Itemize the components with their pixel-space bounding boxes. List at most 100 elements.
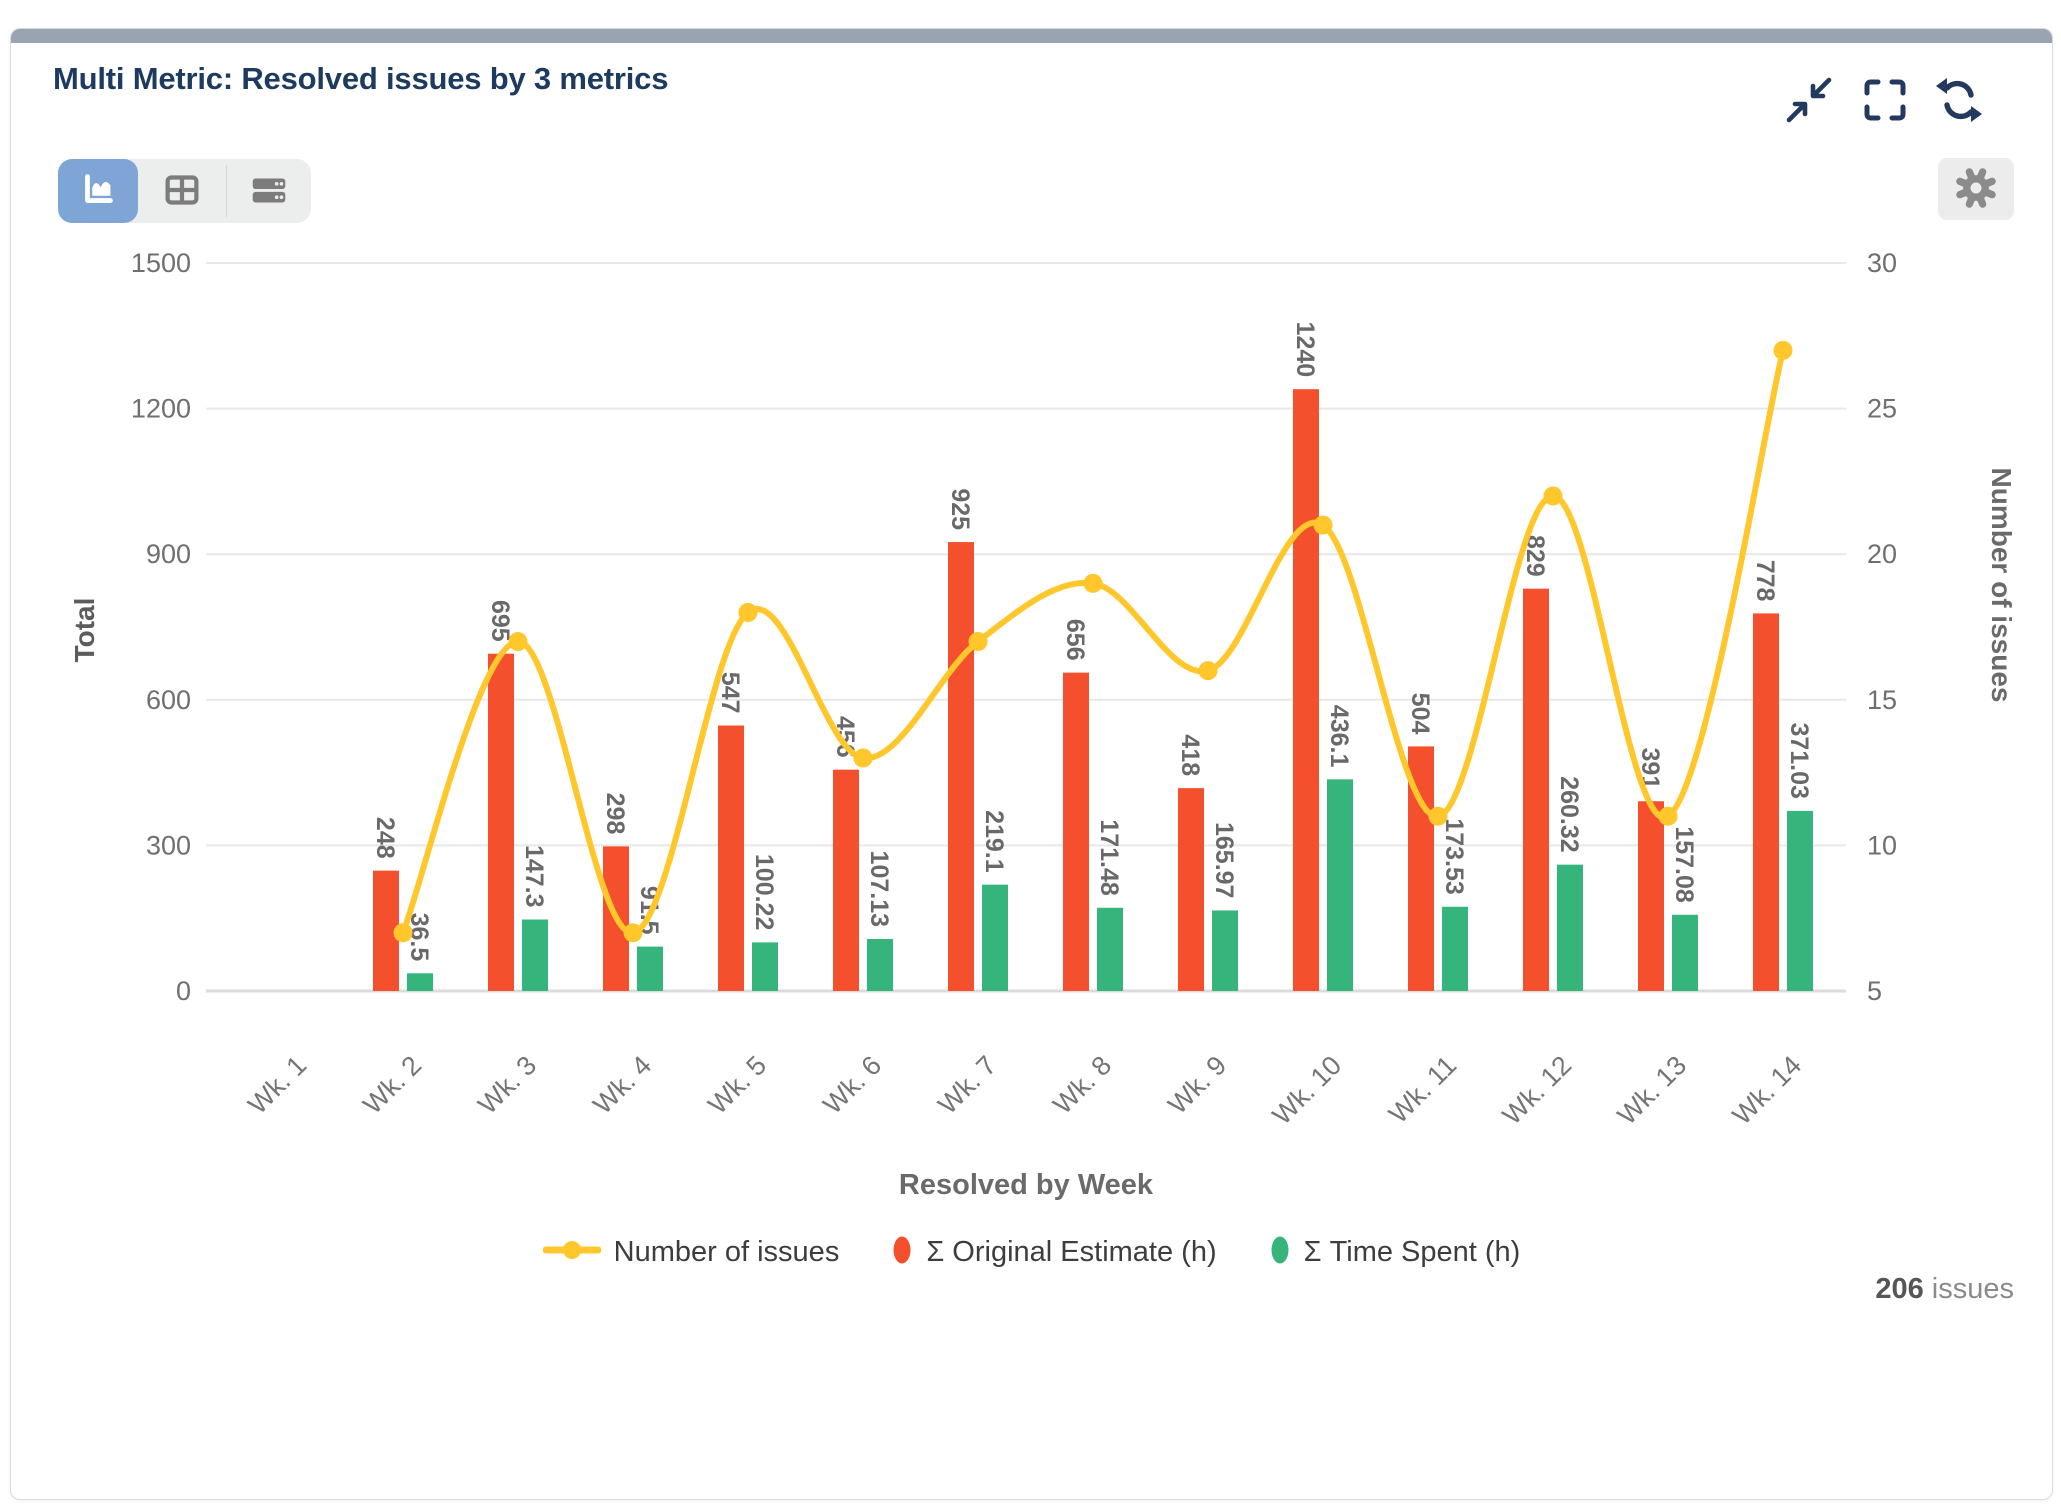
svg-text:Wk. 13: Wk. 13	[1612, 1050, 1693, 1131]
bar	[1097, 907, 1123, 991]
bar-series-marker-icon	[1269, 1233, 1291, 1272]
svg-text:147.3: 147.3	[520, 845, 548, 908]
card-header-strip	[11, 29, 2052, 43]
svg-text:Wk. 14: Wk. 14	[1727, 1050, 1808, 1131]
bar	[833, 769, 859, 991]
view-table-button[interactable]	[138, 159, 226, 223]
svg-text:656: 656	[1061, 619, 1089, 661]
svg-text:248: 248	[371, 817, 399, 859]
line-point	[393, 923, 413, 943]
svg-text:900: 900	[146, 539, 191, 569]
view-switcher-divider	[226, 165, 227, 217]
bar	[1672, 914, 1698, 991]
bar	[718, 725, 744, 991]
bar	[1178, 788, 1204, 991]
svg-text:Wk. 1: Wk. 1	[242, 1050, 312, 1120]
x-axis-labels: Wk. 1 Wk. 2 Wk. 3 Wk. 4 Wk. 5 Wk. 6 Wk. 7 Wk. 8…	[242, 1050, 1807, 1131]
line-series-marker-icon	[542, 1233, 602, 1272]
svg-text:0: 0	[176, 976, 191, 1006]
area-chart-icon	[75, 167, 121, 216]
bar	[867, 939, 893, 991]
svg-text:1500: 1500	[131, 248, 191, 278]
refresh-button[interactable]	[1933, 75, 1985, 127]
svg-text:695: 695	[486, 600, 514, 642]
legend-item-number-of-issues[interactable]: Number of issues	[542, 1233, 840, 1272]
collapse-button[interactable]	[1783, 75, 1835, 127]
legend-label: Σ Time Spent (h)	[1303, 1236, 1521, 1268]
bar	[1638, 801, 1664, 991]
view-chart-button[interactable]	[58, 159, 138, 223]
svg-text:Wk. 3: Wk. 3	[472, 1050, 542, 1120]
issues-count-label: issues	[1931, 1273, 2014, 1305]
legend-item-time-spent[interactable]: Σ Time Spent (h)	[1269, 1233, 1521, 1272]
svg-text:504: 504	[1406, 693, 1434, 735]
issues-count: 206 issues	[1875, 1273, 2014, 1306]
gadget-card: Multi Metric: Resolved issues by 3 metri…	[10, 28, 2053, 1500]
svg-text:418: 418	[1176, 734, 1204, 776]
svg-text:10: 10	[1867, 830, 1897, 860]
svg-text:165.97: 165.97	[1210, 822, 1238, 898]
line-point	[508, 632, 528, 652]
svg-text:5: 5	[1867, 976, 1882, 1006]
line-point	[623, 923, 643, 943]
line-point	[1543, 486, 1563, 506]
svg-text:171.48: 171.48	[1095, 819, 1123, 896]
bar	[407, 973, 433, 991]
svg-text:Wk. 5: Wk. 5	[702, 1050, 772, 1120]
fullscreen-button[interactable]	[1859, 75, 1911, 127]
svg-text:20: 20	[1867, 539, 1897, 569]
bar	[1442, 906, 1468, 991]
view-list-button[interactable]	[227, 159, 311, 223]
bar	[1063, 672, 1089, 991]
bar	[948, 542, 974, 991]
line-point	[738, 602, 758, 622]
bar	[637, 946, 663, 991]
left-axis-labels: 0 300 600 900 1200 1500	[131, 248, 191, 1006]
bar	[1753, 613, 1779, 991]
view-switcher	[58, 159, 311, 223]
bar	[1293, 389, 1319, 992]
line-point	[1658, 806, 1678, 826]
line-point	[1313, 515, 1333, 535]
svg-text:298: 298	[601, 793, 629, 835]
line-point	[1198, 661, 1218, 681]
issues-count-value: 206	[1875, 1273, 1924, 1305]
line-point	[968, 632, 988, 652]
svg-text:Wk. 8: Wk. 8	[1047, 1050, 1117, 1120]
bar	[1557, 864, 1583, 991]
svg-text:371.03: 371.03	[1785, 722, 1813, 798]
legend-label: Number of issues	[613, 1236, 840, 1268]
svg-text:219.1: 219.1	[980, 810, 1008, 873]
gear-icon	[1954, 166, 1998, 213]
collapse-icon	[1785, 76, 1833, 127]
table-icon	[159, 167, 205, 216]
bar	[752, 942, 778, 991]
svg-text:1240: 1240	[1291, 322, 1319, 378]
svg-text:Wk. 4: Wk. 4	[587, 1050, 657, 1120]
right-axis-title: Number of issues	[1986, 467, 2017, 703]
refresh-icon	[1935, 76, 1983, 127]
settings-button[interactable]	[1938, 158, 2014, 220]
svg-text:778: 778	[1751, 560, 1779, 602]
line-point	[853, 748, 873, 768]
svg-text:Wk. 10: Wk. 10	[1267, 1050, 1348, 1131]
bar	[522, 919, 548, 991]
svg-text:30: 30	[1867, 248, 1897, 278]
bar	[1523, 588, 1549, 991]
svg-text:300: 300	[146, 830, 191, 860]
bar	[982, 884, 1008, 991]
bar	[1327, 779, 1353, 991]
legend-item-original-estimate[interactable]: Σ Original Estimate (h)	[891, 1233, 1217, 1272]
x-axis-title: Resolved by Week	[898, 1169, 1154, 1201]
svg-text:925: 925	[946, 488, 974, 530]
svg-text:107.13: 107.13	[865, 851, 893, 927]
right-axis-labels: 5 10 15 20 25 30	[1867, 248, 1897, 1006]
rows-icon	[246, 167, 292, 216]
bar	[1212, 910, 1238, 991]
page-title: Multi Metric: Resolved issues by 3 metri…	[53, 61, 669, 96]
left-axis-title: Total	[69, 597, 100, 663]
svg-text:Wk. 11: Wk. 11	[1383, 1050, 1462, 1129]
